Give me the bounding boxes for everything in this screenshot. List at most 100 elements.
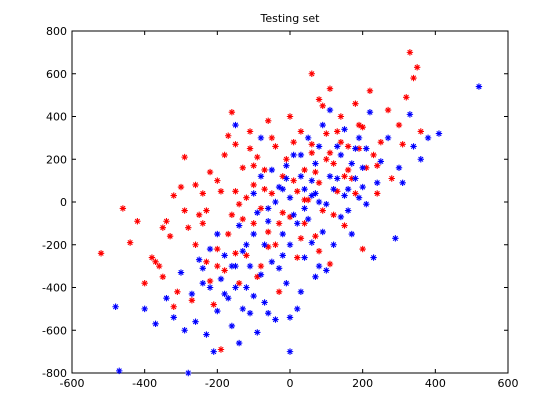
red-data-point	[214, 245, 221, 253]
x-tick-label: 600	[498, 377, 519, 390]
red-data-point	[232, 250, 239, 257]
blue-data-point	[297, 151, 305, 159]
red-data-point	[268, 134, 276, 142]
red-data-point	[228, 211, 236, 219]
red-data-point	[126, 239, 134, 246]
red-data-point	[214, 262, 221, 270]
blue-data-point	[301, 205, 308, 212]
red-data-point	[286, 213, 294, 221]
y-tick-label: -800	[42, 367, 67, 380]
data-points	[97, 49, 483, 377]
x-tick-label: 400	[425, 377, 446, 390]
red-data-point	[341, 173, 348, 180]
red-data-point	[294, 188, 301, 195]
y-tick-label: 0	[60, 196, 67, 209]
blue-data-point	[341, 126, 348, 133]
red-data-point	[163, 218, 170, 225]
blue-data-point	[217, 275, 225, 283]
blue-data-point	[152, 320, 159, 328]
red-data-point	[279, 173, 286, 180]
blue-data-point	[254, 209, 261, 216]
red-data-point	[221, 267, 228, 274]
red-data-point	[228, 109, 236, 116]
red-data-point	[203, 207, 210, 214]
blue-data-point	[192, 318, 199, 325]
red-data-point	[250, 162, 257, 169]
red-data-point	[374, 162, 381, 169]
blue-data-point	[246, 309, 254, 317]
red-data-point	[203, 258, 210, 266]
blue-data-point	[163, 294, 170, 302]
blue-data-point	[181, 327, 188, 334]
blue-data-point	[257, 271, 265, 278]
red-data-point	[188, 297, 196, 304]
blue-data-point	[315, 143, 323, 150]
blue-data-point	[199, 280, 206, 287]
blue-data-point	[228, 262, 236, 270]
blue-data-point	[141, 305, 148, 313]
red-data-point	[141, 280, 148, 287]
blue-data-point	[355, 134, 363, 142]
blue-data-point	[250, 230, 257, 238]
red-data-point	[170, 192, 177, 199]
y-tick-label: 600	[46, 68, 67, 81]
red-data-point	[170, 303, 177, 310]
blue-data-point	[286, 348, 294, 355]
red-data-point	[326, 85, 334, 92]
blue-data-point	[344, 207, 352, 214]
red-data-point	[304, 196, 312, 204]
red-data-point	[254, 153, 261, 161]
blue-data-point	[363, 145, 370, 152]
red-data-point	[265, 117, 272, 124]
blue-data-point	[268, 166, 276, 174]
red-data-point	[239, 215, 246, 223]
red-data-point	[250, 220, 257, 227]
blue-data-point	[352, 175, 359, 182]
red-data-point	[210, 301, 217, 308]
red-data-point	[272, 143, 279, 150]
blue-data-point	[206, 284, 214, 291]
blue-data-point	[272, 198, 279, 206]
red-data-point	[199, 220, 206, 227]
red-data-point	[334, 128, 341, 135]
blue-data-point	[359, 183, 366, 191]
blue-data-point	[272, 316, 279, 323]
blue-data-point	[203, 331, 210, 338]
red-data-point	[243, 252, 250, 259]
blue-data-point	[232, 284, 239, 291]
red-data-point	[214, 177, 221, 184]
blue-data-point	[326, 173, 334, 180]
blue-data-point	[323, 200, 330, 208]
blue-data-point	[374, 179, 381, 186]
blue-data-point	[334, 175, 341, 182]
blue-data-point	[261, 241, 268, 248]
blue-data-point	[315, 262, 323, 270]
red-data-point	[312, 233, 319, 240]
y-tick-label: 400	[46, 111, 67, 124]
red-data-point	[301, 196, 308, 204]
blue-data-point	[116, 367, 123, 375]
blue-data-point	[232, 262, 239, 270]
blue-data-point	[424, 134, 432, 142]
axis-ticks	[71, 30, 509, 374]
red-data-point	[377, 138, 385, 146]
red-data-point	[185, 224, 192, 231]
blue-data-point	[239, 305, 246, 313]
blue-data-point	[304, 215, 312, 223]
red-data-point	[413, 64, 421, 71]
red-data-point	[315, 96, 323, 103]
red-data-point	[374, 190, 381, 197]
blue-data-point	[384, 134, 392, 142]
red-data-point	[326, 260, 334, 268]
red-data-point	[206, 277, 214, 285]
red-data-point	[97, 250, 105, 257]
red-data-point	[330, 160, 337, 167]
red-data-point	[232, 188, 239, 195]
red-data-point	[359, 123, 366, 131]
blue-data-point	[308, 239, 315, 246]
red-data-point	[301, 166, 308, 174]
blue-data-point	[185, 369, 192, 377]
blue-data-point	[294, 305, 301, 313]
blue-data-point	[279, 252, 286, 259]
